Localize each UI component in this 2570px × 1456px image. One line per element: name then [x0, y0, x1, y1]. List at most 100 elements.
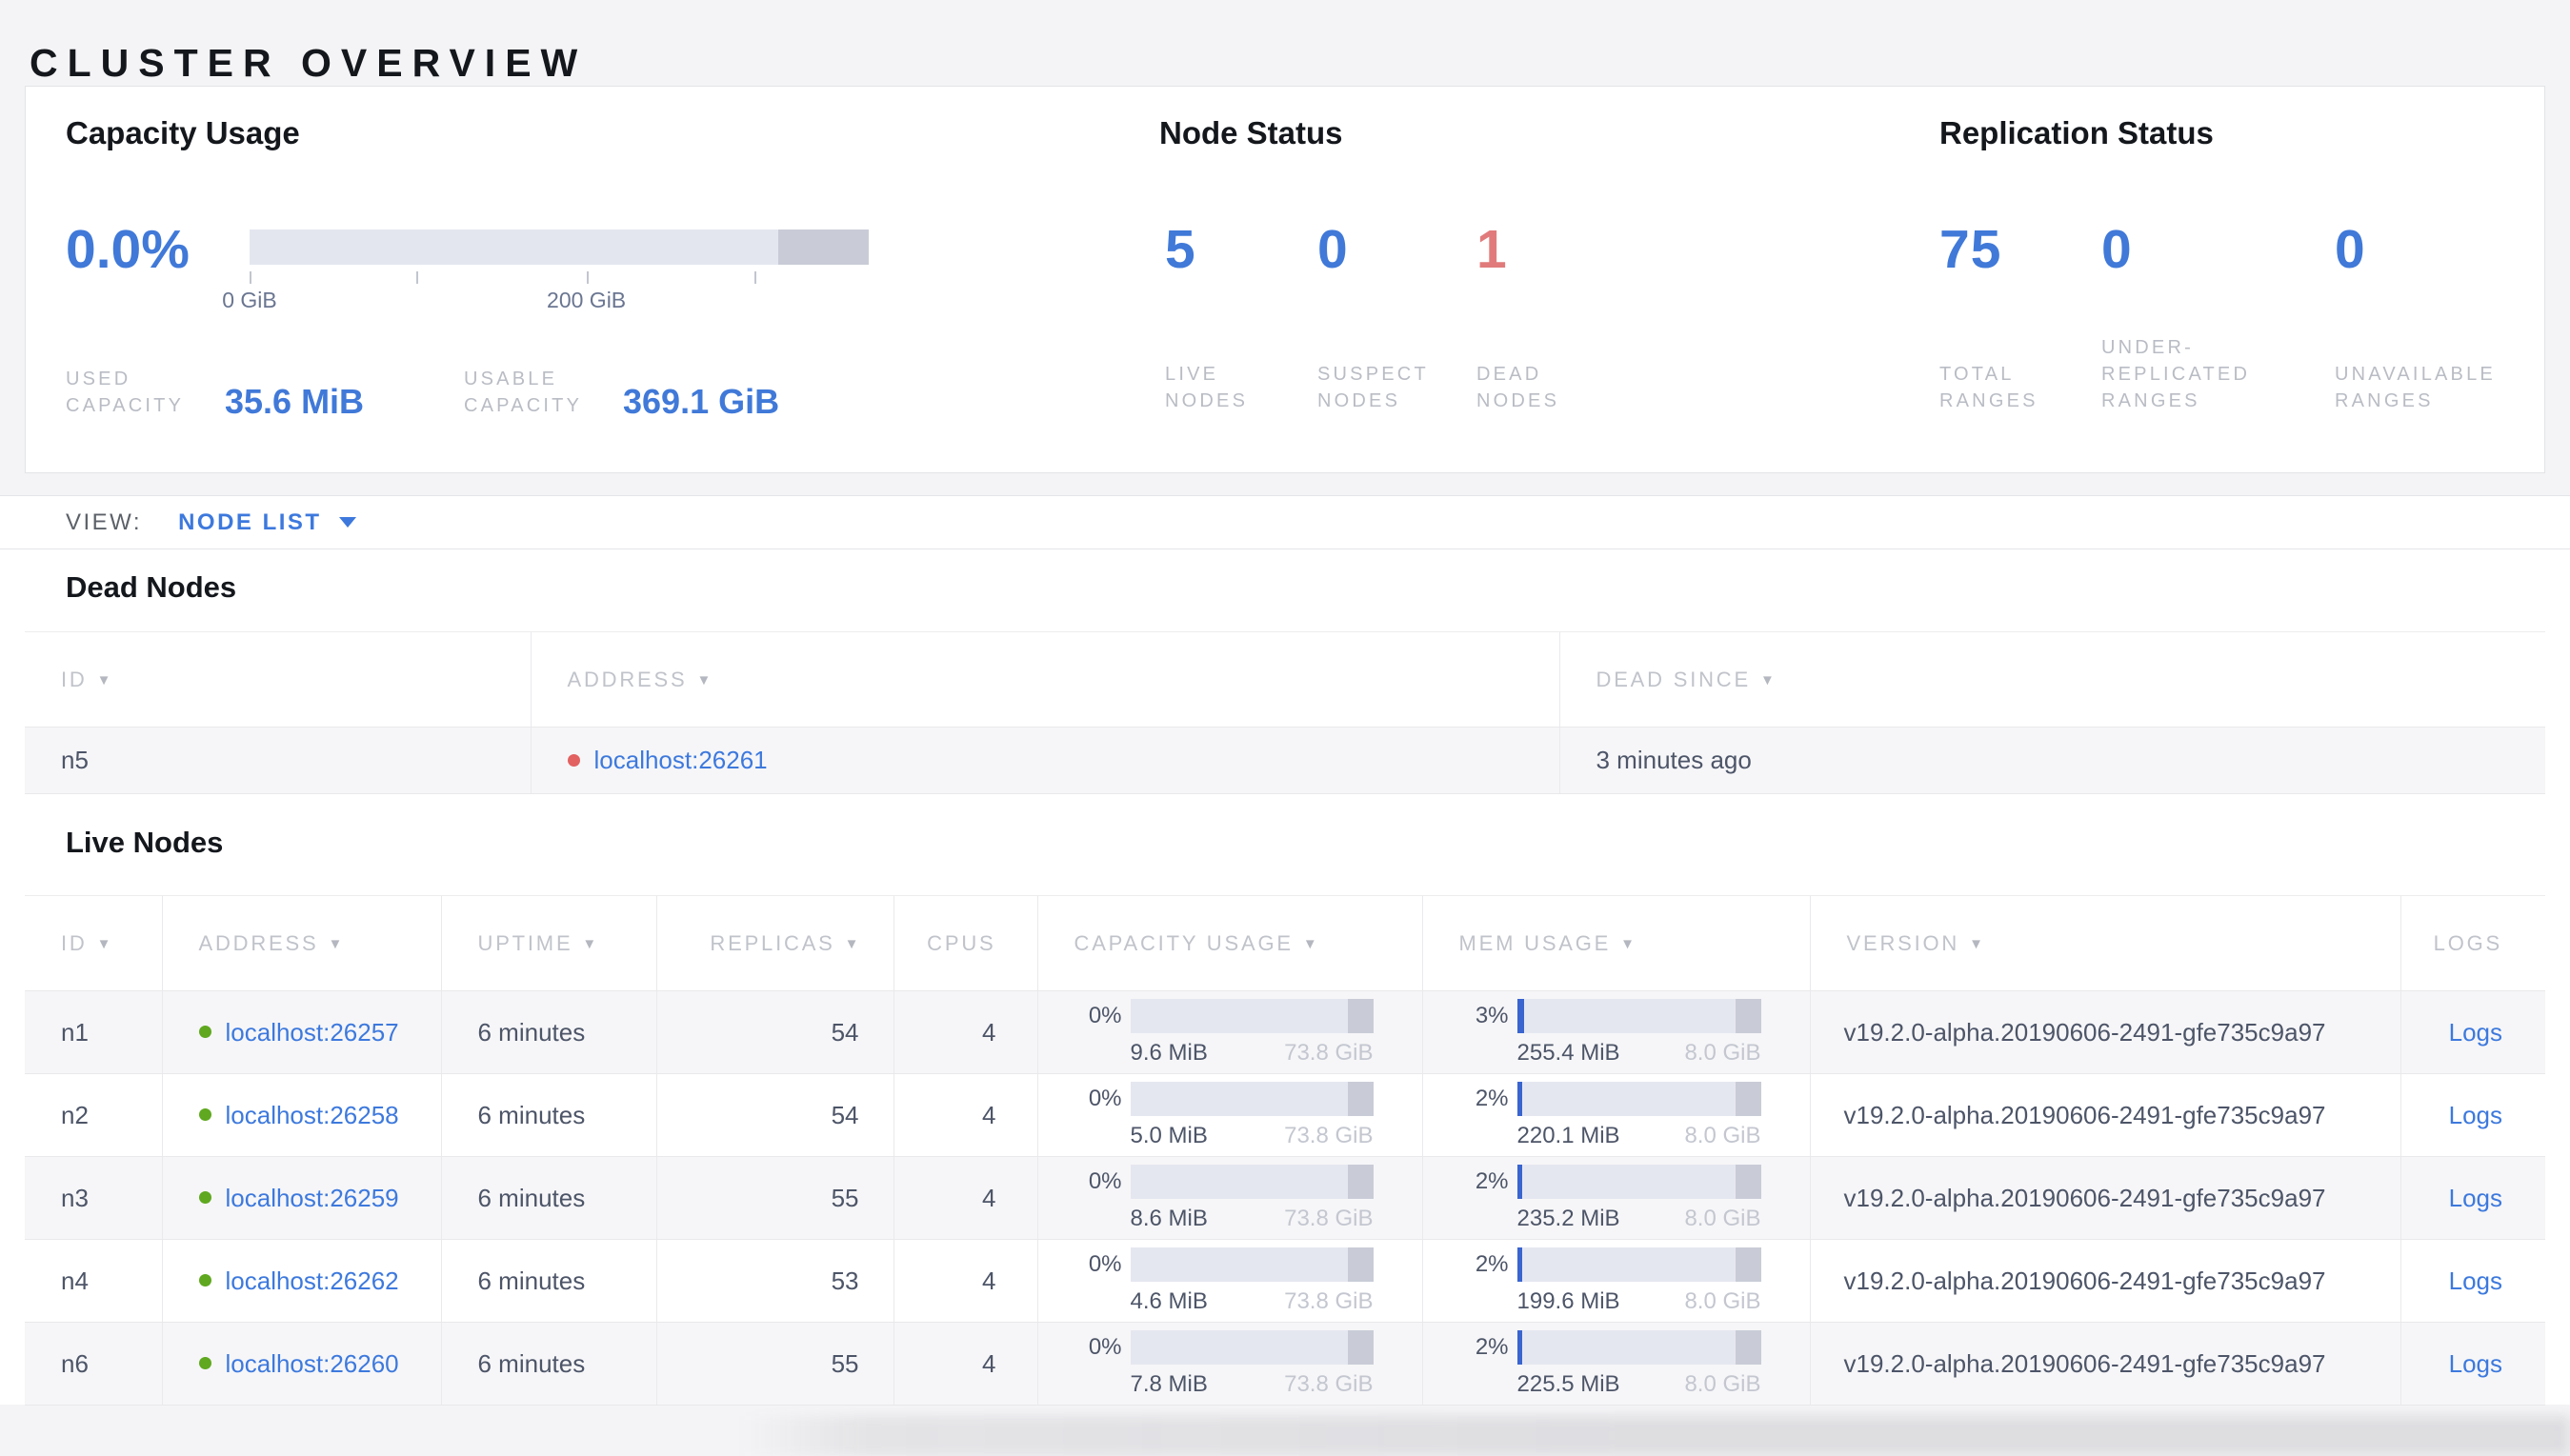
capacity-used: 4.6 MiB — [1130, 1287, 1208, 1314]
dead-nodes-label: DEAD NODES — [1476, 364, 1560, 411]
dead-nodes-heading: Dead Nodes — [66, 570, 237, 604]
mem-percent: 2% — [1475, 1085, 1509, 1111]
mem-percent: 2% — [1475, 1167, 1509, 1194]
node-replicas: 53 — [655, 1239, 893, 1323]
node-mem-usage: 2% 235.2 MiB 8.0 GiB — [1421, 1156, 1810, 1240]
node-capacity-usage: 0% 5.0 MiB 73.8 GiB — [1036, 1073, 1422, 1157]
logs-link[interactable]: Logs — [2448, 1348, 2502, 1378]
node-mem-usage: 2% 199.6 MiB 8.0 GiB — [1421, 1239, 1810, 1323]
sort-icon: ▼ — [328, 935, 343, 952]
node-address-link[interactable]: localhost:26261 — [593, 746, 768, 774]
column-header-address[interactable]: ADDRESS ▼ — [530, 631, 1559, 728]
cluster-summary-card: Capacity Usage 0.0% 0 GiB 200 GiB USED C… — [25, 86, 2545, 473]
under-replicated-ranges-count: 0 — [2101, 219, 2133, 280]
bar-end-segment — [1347, 1247, 1374, 1282]
node-cpus: 4 — [893, 1322, 1037, 1406]
view-dropdown[interactable]: NODE LIST — [178, 509, 356, 536]
unavailable-ranges-label: UNAVAILABLE RANGES — [2335, 364, 2496, 411]
column-header-dead-since[interactable]: DEAD SINCE ▼ — [1558, 631, 2545, 728]
live-nodes-label: LIVE NODES — [1165, 364, 1249, 411]
capacity-total: 73.8 GiB — [1284, 1122, 1374, 1148]
column-header-capacity-usage[interactable]: CAPACITY USAGE ▼ — [1036, 895, 1422, 991]
mem-total: 8.0 GiB — [1684, 1370, 1761, 1397]
node-address-link[interactable]: localhost:26257 — [225, 1017, 399, 1047]
column-header-mem-usage[interactable]: MEM USAGE ▼ — [1421, 895, 1810, 991]
capacity-percent: 0% — [1088, 1167, 1122, 1194]
column-header-version[interactable]: VERSION ▼ — [1809, 895, 2400, 991]
live-nodes-stat: 5 LIVE NODES — [1165, 87, 1308, 472]
node-replicas: 54 — [655, 990, 893, 1074]
live-status-icon — [198, 1191, 211, 1205]
mem-total: 8.0 GiB — [1684, 1039, 1761, 1066]
mem-usage-bar — [1516, 998, 1761, 1033]
bar-fill — [1516, 1247, 1522, 1282]
chevron-down-icon — [338, 517, 356, 528]
logs-link[interactable]: Logs — [2448, 1183, 2502, 1212]
bar-fill — [1516, 1329, 1522, 1365]
capacity-total: 73.8 GiB — [1284, 1039, 1374, 1066]
node-mem-usage: 2% 225.5 MiB 8.0 GiB — [1421, 1322, 1810, 1406]
axis-tick — [415, 271, 418, 284]
capacity-used: 5.0 MiB — [1130, 1122, 1208, 1148]
mem-used: 255.4 MiB — [1516, 1039, 1620, 1066]
live-status-icon — [198, 1026, 211, 1039]
node-address-cell: localhost:26260 — [161, 1322, 441, 1406]
node-uptime: 6 minutes — [440, 1156, 656, 1240]
column-header-uptime[interactable]: UPTIME ▼ — [440, 895, 656, 991]
node-uptime: 6 minutes — [440, 1073, 656, 1157]
node-address-link[interactable]: localhost:26260 — [225, 1348, 399, 1378]
logs-link[interactable]: Logs — [2448, 1017, 2502, 1047]
bar-end-segment — [1347, 1164, 1374, 1199]
column-header-id[interactable]: ID ▼ — [25, 631, 531, 728]
node-logs-cell: Logs — [2399, 990, 2545, 1074]
table-row: n5 localhost:26261 3 minutes ago — [25, 727, 2545, 794]
suspect-nodes-count: 0 — [1317, 219, 1349, 280]
node-cpus: 4 — [893, 1073, 1037, 1157]
node-logs-cell: Logs — [2399, 1322, 2545, 1406]
node-address-link[interactable]: localhost:26258 — [225, 1100, 399, 1129]
mem-percent: 3% — [1475, 1002, 1509, 1028]
suspect-nodes-stat: 0 SUSPECT NODES — [1317, 87, 1470, 472]
column-header-address[interactable]: ADDRESS ▼ — [161, 895, 441, 991]
live-status-icon — [198, 1108, 211, 1122]
node-capacity-usage: 0% 8.6 MiB 73.8 GiB — [1036, 1156, 1422, 1240]
node-version: v19.2.0-alpha.20190606-2491-gfe735c9a97 — [1809, 1322, 2400, 1406]
node-mem-usage: 2% 220.1 MiB 8.0 GiB — [1421, 1073, 1810, 1157]
logs-link[interactable]: Logs — [2448, 1100, 2502, 1129]
under-replicated-ranges-stat: 0 UNDER- REPLICATED RANGES — [2101, 87, 2320, 472]
capacity-total: 73.8 GiB — [1284, 1370, 1374, 1397]
node-address-cell: localhost:26261 — [530, 727, 1559, 794]
axis-tick-label: 200 GiB — [547, 288, 627, 312]
axis-tick — [250, 271, 251, 284]
capacity-used: 8.6 MiB — [1130, 1205, 1208, 1231]
node-address-cell: localhost:26257 — [161, 990, 441, 1074]
mem-used: 220.1 MiB — [1516, 1122, 1620, 1148]
node-capacity-usage: 0% 7.8 MiB 73.8 GiB — [1036, 1322, 1422, 1406]
node-status-title: Node Status — [1159, 115, 1343, 150]
capacity-usage-title: Capacity Usage — [66, 115, 300, 150]
mem-total: 8.0 GiB — [1684, 1287, 1761, 1314]
mem-used: 199.6 MiB — [1516, 1287, 1620, 1314]
node-address-link[interactable]: localhost:26259 — [225, 1183, 399, 1212]
total-ranges-stat: 75 TOTAL RANGES — [1939, 87, 2092, 472]
suspect-nodes-label: SUSPECT NODES — [1317, 364, 1429, 411]
view-label: VIEW: — [66, 509, 143, 535]
usable-capacity-value: 369.1 GiB — [623, 382, 780, 421]
column-header-replicas[interactable]: REPLICAS ▼ — [655, 895, 893, 991]
capacity-percent: 0% — [1088, 1250, 1122, 1277]
node-capacity-usage: 0% 4.6 MiB 73.8 GiB — [1036, 1239, 1422, 1323]
replication-status-title: Replication Status — [1939, 115, 2214, 150]
mem-usage-bar — [1516, 1081, 1761, 1116]
total-ranges-label: TOTAL RANGES — [1939, 364, 2038, 411]
bar-end-segment — [1735, 1164, 1761, 1199]
capacity-percent: 0% — [1088, 1085, 1122, 1111]
axis-tick-label: 0 GiB — [222, 288, 277, 312]
capacity-percent: 0.0% — [66, 219, 190, 280]
node-address-link[interactable]: localhost:26262 — [225, 1266, 399, 1295]
bar-end-segment — [1735, 1081, 1761, 1116]
column-header-id[interactable]: ID ▼ — [25, 895, 162, 991]
table-row: n3 localhost:26259 6 minutes 55 4 0% 8.6… — [25, 1156, 2545, 1240]
node-replicas: 55 — [655, 1156, 893, 1240]
logs-link[interactable]: Logs — [2448, 1266, 2502, 1295]
node-id: n6 — [25, 1322, 162, 1406]
